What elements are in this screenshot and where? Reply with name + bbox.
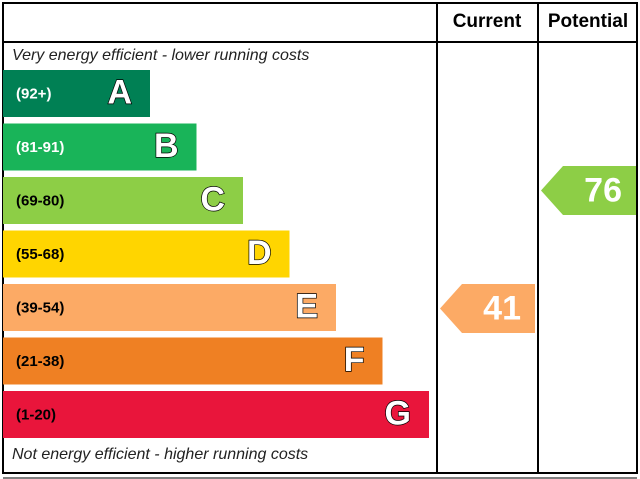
band-range: (55-68) [16, 246, 64, 263]
band-letter: B [154, 127, 179, 165]
potential-header: Potential [548, 11, 628, 32]
band-letter: G [385, 394, 411, 432]
band-letter: C [200, 180, 225, 218]
band-letter: F [344, 341, 365, 379]
potential-score: 76 [584, 171, 622, 209]
band-range: (1-20) [16, 406, 56, 423]
band-letter: A [107, 73, 132, 111]
band-bar [3, 284, 336, 331]
band-range: (81-91) [16, 139, 64, 156]
band-range: (39-54) [16, 299, 64, 316]
band-letter: E [295, 287, 318, 325]
band-letter: D [247, 234, 272, 272]
band-bar [3, 337, 383, 385]
band-bar [3, 123, 197, 171]
current-header: Current [453, 11, 522, 32]
band-range: (21-38) [16, 353, 64, 370]
top-note: Very energy efficient - lower running co… [12, 47, 309, 64]
current-score: 41 [483, 289, 521, 327]
current-arrow [440, 284, 535, 333]
band-range: (69-80) [16, 192, 64, 209]
band-range: (92+) [16, 85, 51, 102]
band-bar [3, 230, 290, 278]
bottom-note: Not energy efficient - higher running co… [12, 446, 308, 463]
band-bar [3, 177, 243, 224]
potential-arrow [541, 166, 636, 215]
band-bar [3, 391, 429, 438]
band-bar [3, 70, 150, 117]
